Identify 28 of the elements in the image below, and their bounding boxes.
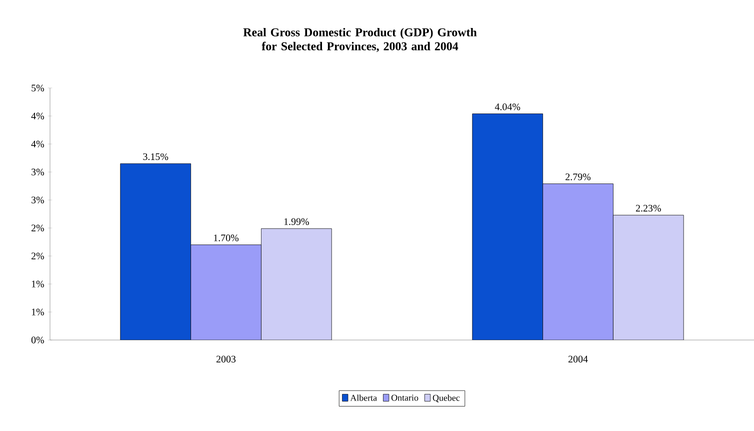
x-tick-label: 2003 (216, 356, 236, 362)
y-tick-label: 2% (32, 224, 44, 232)
bar (190, 244, 262, 340)
chart-title: Real Gross Domestic Product (GDP) Growth for Selected Provinces, 2003 and 2004 (243, 28, 477, 52)
y-tick-label: 1% (32, 280, 44, 288)
bar (542, 184, 614, 340)
legend-label: Quebec (432, 394, 460, 402)
x-tick-label: 2004 (568, 356, 588, 362)
y-tick-label: 4% (31, 112, 44, 120)
data-label: 3.15% (143, 153, 168, 160)
y-tick-label: 3% (32, 168, 44, 176)
bar (613, 214, 684, 340)
y-tick-label: 5% (32, 84, 44, 92)
bar (472, 114, 544, 340)
legend-label: Ontario (391, 394, 418, 401)
data-label: 2.23% (636, 204, 661, 212)
y-tick-label: 3% (32, 196, 44, 204)
data-label: 1.70% (214, 234, 239, 242)
data-label: 4.04% (494, 103, 520, 110)
data-label: 2.79% (566, 173, 591, 180)
y-tick-label: 1% (32, 308, 44, 316)
bar (261, 228, 332, 340)
y-tick-label: 0% (31, 336, 44, 344)
y-tick-label: 2% (32, 252, 44, 260)
y-tick-label: 4% (31, 140, 44, 148)
legend-label: Alberta (350, 394, 377, 401)
data-label: 1.99% (284, 218, 309, 226)
bar (120, 163, 191, 340)
